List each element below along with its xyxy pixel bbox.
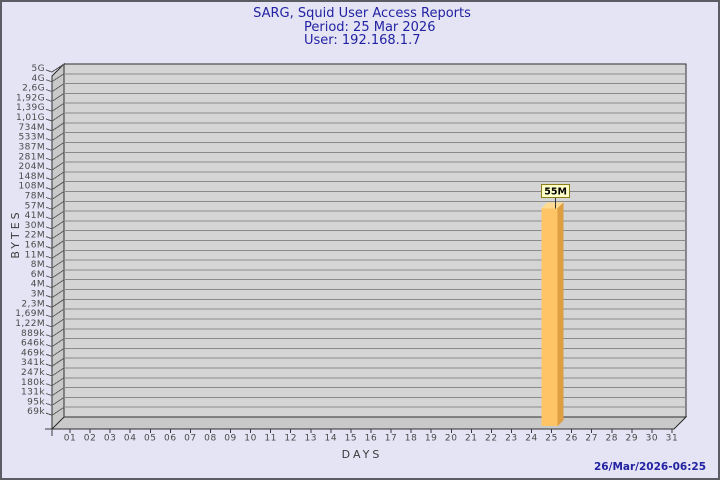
svg-text:533M: 533M	[18, 133, 45, 143]
svg-text:204M: 204M	[18, 162, 45, 172]
bar-side-face	[557, 202, 564, 426]
value-callout-box	[541, 183, 571, 198]
svg-text:18: 18	[405, 434, 418, 444]
svg-text:27: 27	[585, 434, 598, 444]
svg-text:469k: 469k	[21, 348, 45, 358]
svg-text:05: 05	[144, 434, 157, 444]
svg-text:95k: 95k	[27, 397, 45, 407]
svg-text:387M: 387M	[18, 142, 45, 152]
svg-text:17: 17	[385, 434, 398, 444]
svg-text:16M: 16M	[25, 241, 45, 251]
svg-text:11: 11	[264, 434, 277, 444]
svg-text:15: 15	[345, 434, 358, 444]
svg-text:5G: 5G	[31, 64, 45, 74]
x-axis-tick-labels: 01 02 03 04 05 06 07 08 09 10 11 12 13 14 15 16 17 18 19 20…	[64, 434, 679, 444]
generated-timestamp: 26/Mar/2026-06:25	[594, 461, 706, 473]
chart-title: SARG, Squid User Access Reports	[253, 6, 471, 21]
svg-text:13: 13	[304, 434, 317, 444]
svg-text:03: 03	[104, 434, 117, 444]
svg-text:25: 25	[545, 434, 558, 444]
svg-text:2,6G: 2,6G	[22, 84, 45, 94]
svg-text:02: 02	[84, 434, 97, 444]
svg-text:180k: 180k	[21, 378, 45, 388]
svg-text:148M: 148M	[18, 172, 45, 182]
svg-text:09: 09	[224, 434, 237, 444]
y-axis-title: BYTES	[9, 209, 22, 259]
svg-text:1,39G: 1,39G	[16, 103, 45, 113]
svg-text:341k: 341k	[21, 358, 45, 368]
svg-text:07: 07	[184, 434, 197, 444]
svg-text:22: 22	[485, 434, 498, 444]
svg-text:131k: 131k	[21, 388, 45, 398]
bar-top-face	[541, 202, 564, 209]
svg-text:78M: 78M	[25, 191, 45, 201]
svg-text:57M: 57M	[25, 201, 45, 211]
svg-text:69k: 69k	[27, 407, 45, 417]
svg-text:1,22M: 1,22M	[15, 319, 45, 329]
svg-text:29: 29	[626, 434, 639, 444]
bar-front-face	[541, 208, 558, 426]
svg-text:11M: 11M	[25, 250, 45, 260]
svg-text:22M: 22M	[25, 231, 45, 241]
svg-text:04: 04	[124, 434, 137, 444]
svg-text:41M: 41M	[25, 211, 45, 221]
axis-corner	[45, 428, 53, 436]
y-axis-tick-labels: 5G4G2,6G1,92G1,39G1,01G734M533M387M281M2…	[15, 64, 45, 417]
svg-text:06: 06	[164, 434, 177, 444]
svg-text:12: 12	[284, 434, 297, 444]
svg-text:31: 31	[666, 434, 679, 444]
svg-text:281M: 281M	[18, 152, 45, 162]
svg-text:8M: 8M	[31, 260, 45, 270]
svg-text:10: 10	[244, 434, 257, 444]
svg-text:1,92G: 1,92G	[16, 93, 45, 103]
svg-text:734M: 734M	[18, 123, 45, 133]
svg-text:2,3M: 2,3M	[21, 299, 45, 309]
svg-text:247k: 247k	[21, 368, 45, 378]
svg-text:1,01G: 1,01G	[16, 113, 45, 123]
y-wall-ticks	[45, 63, 65, 416]
bar-day-25: 55M	[541, 183, 571, 426]
svg-text:108M: 108M	[18, 182, 45, 192]
svg-text:4M: 4M	[31, 280, 45, 290]
svg-text:14: 14	[325, 434, 338, 444]
svg-text:21: 21	[465, 434, 478, 444]
svg-text:24: 24	[525, 434, 538, 444]
chart-period: Period: 25 Mar 2026	[304, 20, 436, 35]
svg-text:889k: 889k	[21, 329, 45, 339]
svg-text:30: 30	[646, 434, 659, 444]
value-callout-label: 55M	[544, 186, 567, 197]
x-axis-ticks	[69, 429, 673, 433]
y-gridlines	[64, 73, 686, 408]
floor	[50, 416, 688, 430]
svg-text:26: 26	[565, 434, 578, 444]
svg-text:19: 19	[425, 434, 438, 444]
x-axis-title: DAYS	[341, 448, 383, 461]
svg-text:6M: 6M	[31, 270, 45, 280]
svg-text:28: 28	[605, 434, 618, 444]
svg-text:3M: 3M	[31, 290, 45, 300]
svg-text:30M: 30M	[25, 221, 45, 231]
svg-text:23: 23	[505, 434, 518, 444]
svg-text:16: 16	[365, 434, 378, 444]
svg-text:01: 01	[64, 434, 77, 444]
chart-user: User: 192.168.1.7	[304, 33, 421, 48]
svg-text:20: 20	[445, 434, 458, 444]
svg-text:646k: 646k	[21, 339, 45, 349]
svg-text:4G: 4G	[31, 74, 45, 84]
svg-text:1,69M: 1,69M	[15, 309, 45, 319]
svg-text:08: 08	[204, 434, 217, 444]
